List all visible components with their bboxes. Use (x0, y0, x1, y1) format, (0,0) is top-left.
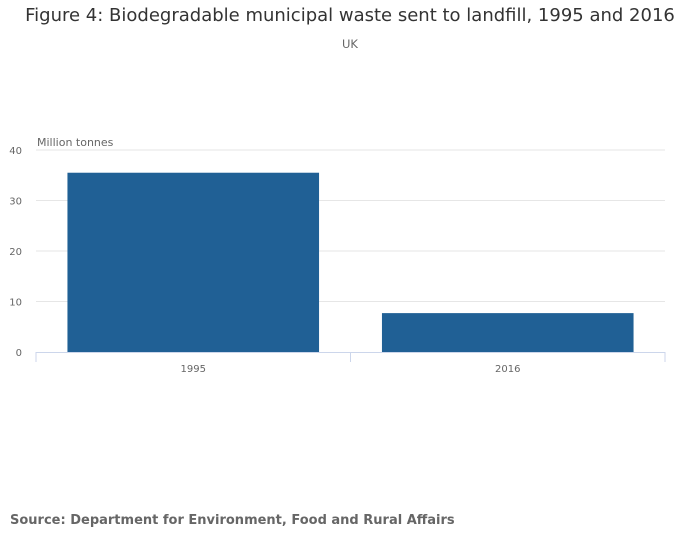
y-tick-label: 10 (9, 298, 22, 309)
y-tick-label: 40 (9, 146, 22, 157)
source-note: Source: Department for Environment, Food… (10, 513, 455, 528)
x-axis (35, 352, 666, 362)
y-axis-label: Million tonnes (37, 136, 114, 149)
x-axis-tick-labels: 1995 2016 (181, 364, 521, 375)
bar-1995[interactable] (67, 172, 320, 352)
x-tick-label: 2016 (495, 364, 520, 375)
bars (67, 172, 634, 352)
chart-title: Figure 4: Biodegradable municipal waste … (25, 5, 675, 26)
y-axis-tick-labels: 0 10 20 30 40 (9, 146, 22, 359)
y-tick-label: 30 (9, 197, 22, 208)
chart-subtitle: UK (342, 37, 358, 51)
x-tick-label: 1995 (181, 364, 206, 375)
y-tick-label: 20 (9, 247, 22, 258)
bar-2016[interactable] (381, 313, 634, 352)
y-tick-label: 0 (16, 348, 22, 359)
